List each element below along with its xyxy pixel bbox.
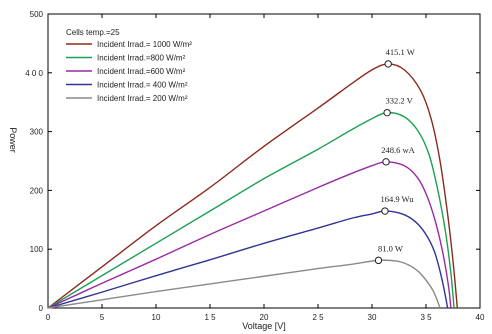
x-tick-label: 30 — [368, 313, 377, 322]
peak-point-2 — [382, 158, 390, 166]
series-line-2 — [47, 161, 452, 309]
x-axis: 0 5 10 1 5 20 2 5 30 3 5 40 — [46, 14, 485, 322]
peak-label-1: 332.2 V — [385, 96, 413, 106]
x-tick-label: 2 5 — [312, 313, 324, 322]
series-line-4 — [47, 259, 441, 309]
series-line-1 — [47, 111, 455, 309]
y-axis-label-text: Power — [8, 127, 18, 153]
peak-label-0: 415.1 W — [386, 47, 415, 57]
peak-point-3 — [381, 207, 389, 215]
legend-title: Cells temp.=25 — [66, 28, 120, 37]
legend: Cells temp.=25 Incident Irrad.= 1000 W/m… — [66, 28, 192, 103]
x-tick-label: 3 5 — [420, 313, 432, 322]
y-tick-label: 100 — [30, 245, 44, 254]
series-line-0 — [47, 63, 459, 309]
legend-entry-1: Incident Irrad.=800 W/m² — [97, 54, 186, 63]
y-tick-label: 200 — [30, 186, 44, 195]
legend-entry-0: Incident Irrad.= 1000 W/m² — [97, 40, 192, 49]
x-tick-label: 1 5 — [204, 313, 216, 322]
peak-point-1 — [383, 108, 391, 117]
peak-label-3: 164.9 Wu — [380, 194, 414, 204]
peak-point-4 — [374, 256, 383, 265]
y-tick-label: 0 — [39, 304, 44, 313]
y-tick-label: 4 0 0 — [25, 69, 43, 78]
legend-entry-4: Incident Irrad.= 200 W/m² — [97, 94, 188, 103]
x-axis-label: Voltage [V] — [242, 321, 286, 331]
x-tick-label: 10 — [152, 313, 161, 322]
y-tick-label: 500 — [30, 10, 44, 19]
legend-entry-2: Incident Irrad.=600 W/m² — [97, 67, 186, 76]
peak-label-4: 81.0 W — [378, 243, 403, 253]
x-tick-label: 20 — [260, 313, 269, 322]
peak-point-0 — [384, 60, 392, 68]
peak-label-2: 248.6 wA — [381, 145, 415, 155]
x-tick-label: 0 — [46, 313, 51, 322]
x-tick-label: 5 — [100, 313, 105, 322]
series-line-3 — [47, 210, 449, 309]
y-axis-label: Power — [8, 127, 18, 153]
y-tick-label: 300 — [30, 128, 44, 137]
legend-entry-3: Incident Irrad.= 400 W/m² — [97, 81, 188, 90]
peak-markers: 415.1 W 332.2 V 248.6 wA 164.9 Wu 81.0 W — [374, 47, 416, 265]
x-tick-label: 40 — [476, 313, 485, 322]
